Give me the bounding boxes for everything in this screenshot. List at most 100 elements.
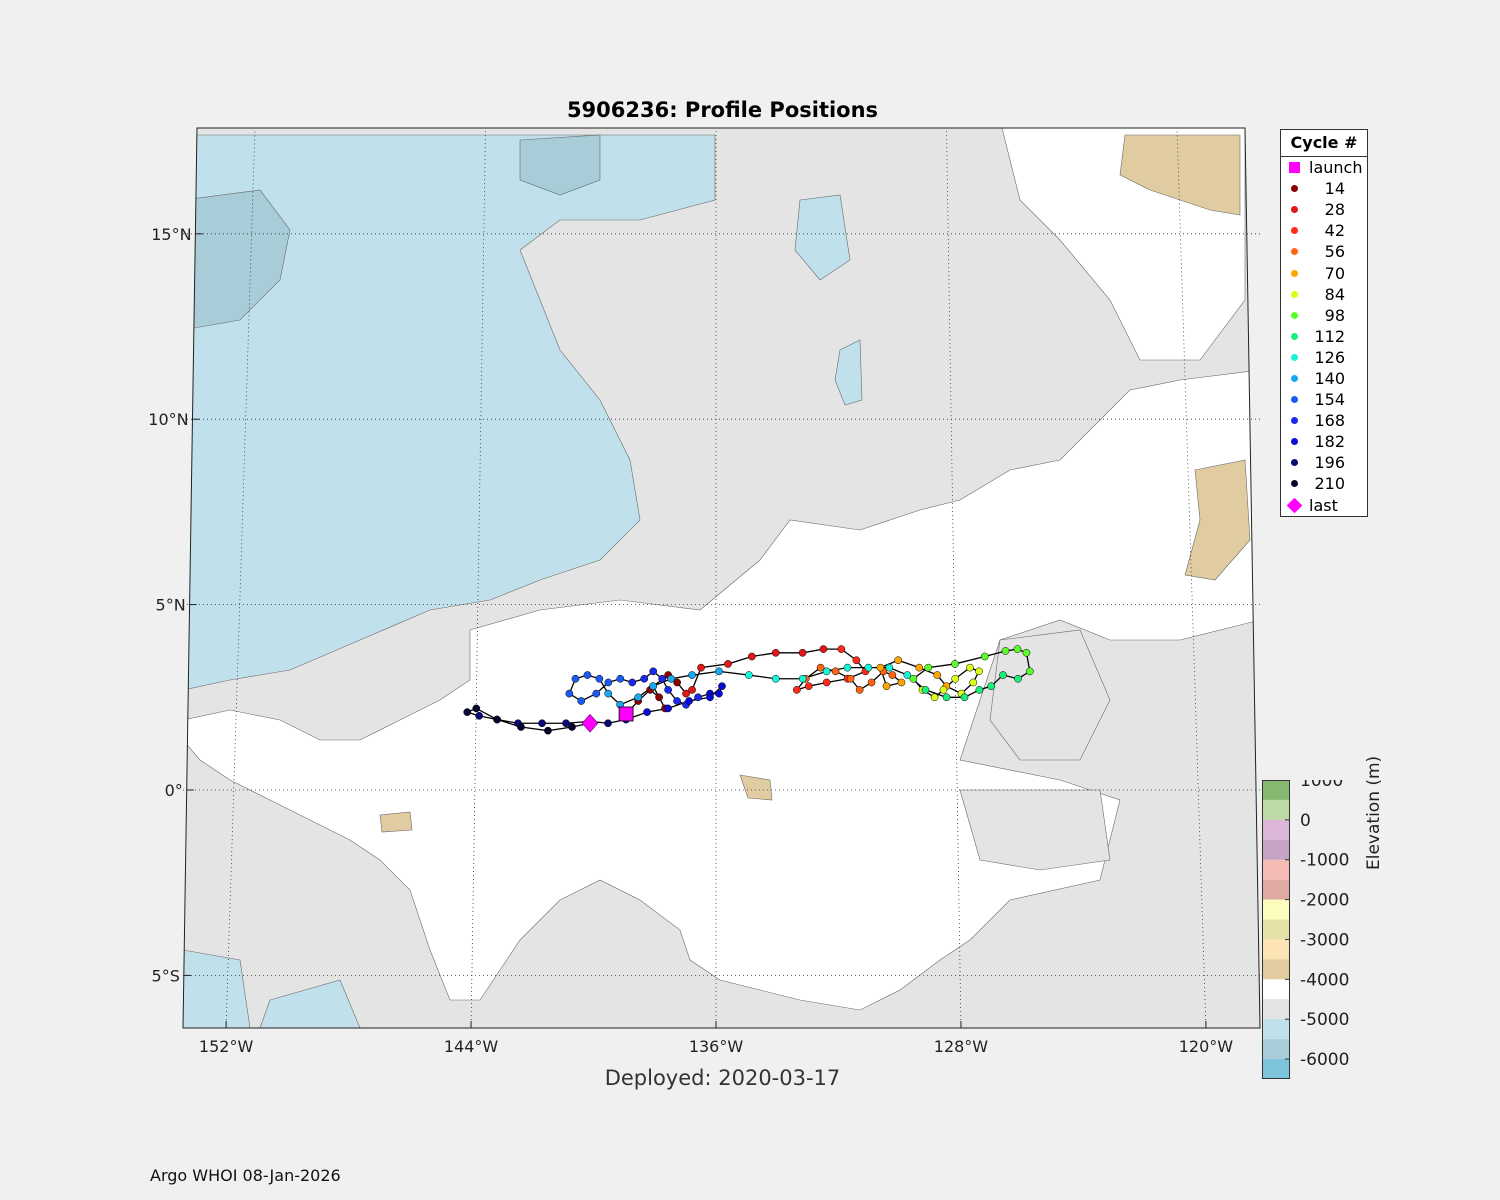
- profile-position: [939, 686, 948, 694]
- profile-position: [664, 686, 672, 694]
- launch-marker: [618, 706, 634, 722]
- map-frame: [182, 127, 1261, 1029]
- profile-position: [804, 682, 813, 691]
- cycle-dot-icon: [1290, 311, 1298, 319]
- profile-position: [706, 693, 714, 702]
- profile-position: [864, 663, 873, 672]
- legend-cycle-entry: 42: [1281, 220, 1367, 241]
- lon-tick-label: 136°W: [689, 1037, 744, 1056]
- profile-position: [822, 667, 831, 676]
- lon-tick-label: 152°W: [199, 1037, 254, 1056]
- profile-position: [673, 678, 681, 687]
- profile-position: [595, 674, 604, 683]
- footer-credit: Argo WHOI 08-Jan-2026: [150, 1166, 341, 1185]
- profile-position: [846, 674, 855, 683]
- legend-cycle-entry: 182: [1281, 431, 1367, 452]
- profile-position: [592, 689, 601, 698]
- profile-position: [1001, 647, 1010, 655]
- profile-position: [969, 678, 978, 687]
- colorbar-band: [1262, 899, 1290, 920]
- profile-position: [577, 697, 586, 705]
- launch-marker-icon: [1288, 162, 1300, 174]
- profile-position: [628, 678, 637, 687]
- cycle-dot-icon: [1290, 374, 1298, 382]
- profile-position: [855, 686, 864, 694]
- cycle-dot-icon: [1290, 417, 1298, 425]
- colorbar-band: [1262, 919, 1290, 940]
- profile-position: [831, 667, 840, 676]
- profile-position: [1014, 674, 1022, 683]
- legend-last-label: last: [1309, 495, 1338, 515]
- profile-position: [882, 682, 891, 691]
- profile-position: [544, 726, 552, 735]
- profile-position: [565, 689, 574, 698]
- colorbar-band: [1262, 799, 1290, 820]
- profile-position: [517, 723, 525, 731]
- profile-position: [688, 671, 696, 679]
- colorbar-band: [1262, 879, 1290, 900]
- profile-position: [694, 693, 702, 702]
- legend-cycle-label: 98: [1324, 305, 1345, 325]
- profile-position: [771, 648, 780, 657]
- profile-position: [975, 686, 984, 694]
- colorbar-band: [1262, 780, 1290, 800]
- profile-position: [472, 704, 481, 713]
- cycle-dot-icon: [1290, 459, 1298, 467]
- profile-position: [655, 693, 663, 702]
- legend-cycle-label: 84: [1324, 284, 1345, 304]
- profile-position: [1022, 648, 1031, 657]
- profile-position: [697, 663, 705, 672]
- profile-position: [867, 678, 876, 687]
- profile-position: [682, 689, 690, 698]
- legend-cycle-label: 126: [1314, 347, 1345, 367]
- profile-position: [562, 719, 570, 728]
- legend-cycle-label: 42: [1324, 221, 1345, 241]
- profile-position: [876, 663, 885, 672]
- legend-launch-label: launch: [1309, 158, 1363, 178]
- colorbar-tick-label: -3000: [1300, 930, 1349, 950]
- cycle-dot-icon: [1290, 290, 1298, 298]
- profile-position: [688, 686, 696, 694]
- legend-title: Cycle #: [1281, 130, 1367, 157]
- lat-tick-label: 5°S: [152, 966, 180, 985]
- profile-position: [951, 660, 959, 668]
- profile-position: [987, 682, 996, 691]
- cycle-dot-icon: [1290, 248, 1298, 256]
- lon-tick-label: 120°W: [1179, 1037, 1234, 1056]
- legend-cycle-entry: 28: [1281, 199, 1367, 220]
- legend-cycle-label: 210: [1314, 474, 1345, 494]
- deployed-date: Deployed: 2020-03-17: [604, 1066, 841, 1090]
- colorbar-band: [1262, 1059, 1290, 1079]
- legend-cycle-entry: 84: [1281, 284, 1367, 305]
- profile-position: [843, 663, 852, 672]
- profile-position: [771, 674, 780, 683]
- profile-position: [493, 715, 501, 724]
- profile-position: [951, 674, 960, 683]
- profile-position: [909, 674, 918, 683]
- cycle-dot-icon: [1290, 396, 1298, 404]
- colorbar-tick-label: 0: [1300, 811, 1311, 831]
- profile-position: [798, 674, 807, 683]
- profile-position: [942, 693, 951, 702]
- colorbar-label: Elevation (m): [1364, 755, 1384, 870]
- profile-position: [715, 689, 723, 698]
- legend-cycle-entry: 126: [1281, 347, 1367, 368]
- colorbar-band: [1262, 979, 1290, 1000]
- profile-position: [568, 723, 576, 731]
- legend-cycle-entry: 70: [1281, 262, 1367, 283]
- float-trajectory: [463, 645, 1034, 735]
- lat-tick-label: 10°N: [148, 410, 188, 429]
- cycle-dot-icon: [1290, 269, 1298, 277]
- legend-cycle-label: 14: [1324, 179, 1345, 199]
- colorbar-tick-label: 1000: [1300, 780, 1343, 791]
- profile-position: [634, 693, 643, 702]
- cycle-dot-icon: [1290, 480, 1298, 488]
- cycle-dot-icon: [1290, 227, 1298, 235]
- profile-position: [571, 674, 580, 683]
- profile-position: [852, 656, 861, 665]
- profile-position: [885, 663, 894, 672]
- legend-cycle-label: 196: [1314, 453, 1345, 473]
- profile-position: [616, 674, 625, 683]
- profile-position: [792, 686, 801, 694]
- colorbar-band: [1262, 959, 1290, 980]
